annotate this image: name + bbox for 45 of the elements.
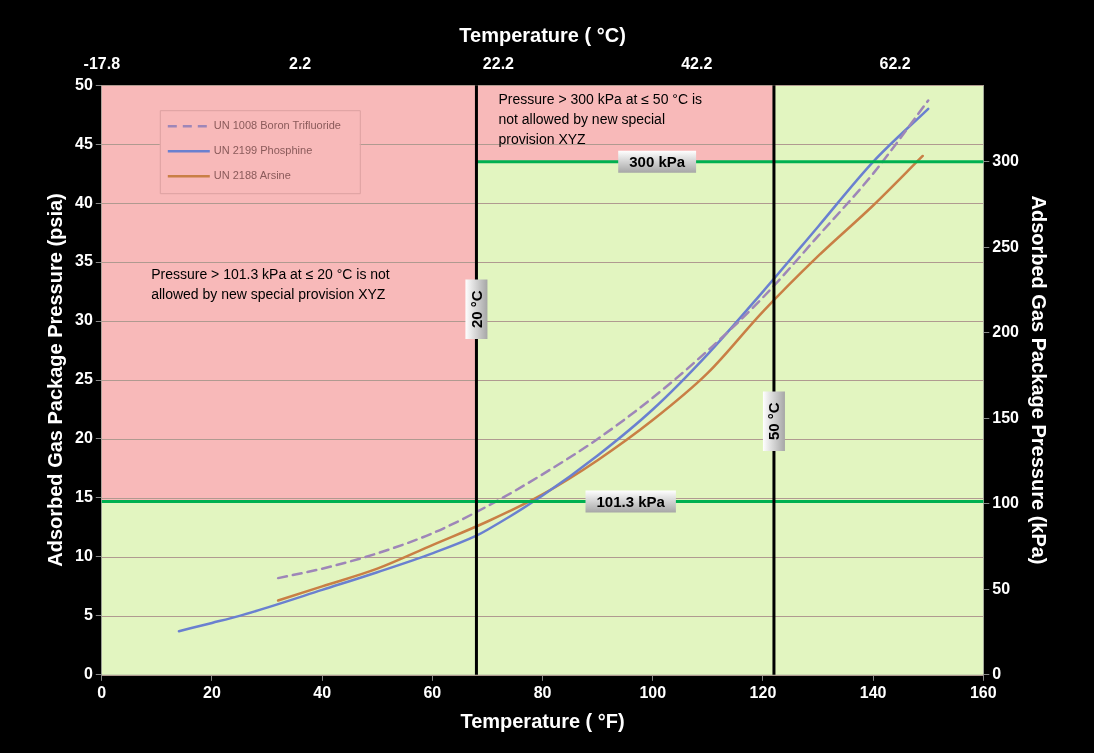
y-tick-label: 15 <box>75 488 93 506</box>
y-tick-label: 40 <box>75 193 93 211</box>
y2-tick-label: 100 <box>992 494 1020 512</box>
x-tick-label: 100 <box>639 683 667 701</box>
x-tick-label: 0 <box>97 683 107 701</box>
ref-line-label: 300 kPa <box>629 152 686 170</box>
ref-line-label: 101.3 kPa <box>596 492 666 510</box>
legend-label: UN 1008 Boron Trifluoride <box>213 119 341 132</box>
legend-label: UN 2188 Arsine <box>213 169 291 182</box>
legend-label: UN 2199 Phosphine <box>213 144 313 157</box>
ref-line-label: 20 °C <box>467 290 485 329</box>
x-axis-title: Temperature ( °F) <box>460 709 625 732</box>
annotation: Pressure > 300 kPa at ≤ 50 °C is not allowed by new special provision XYZ <box>498 91 703 148</box>
y2-tick-label: 0 <box>992 665 1002 683</box>
x2-tick-label: 22.2 <box>482 55 515 73</box>
x2-tick-label: 62.2 <box>879 55 911 73</box>
y-tick-label: 25 <box>75 370 93 388</box>
y2-axis-title: Adsorbed Gas Package Pressure (kPa) <box>1028 195 1051 565</box>
x-tick-label: 140 <box>859 683 887 701</box>
x-tick-label: 160 <box>969 683 997 701</box>
x2-tick-label: 2.2 <box>288 55 312 73</box>
y2-tick-label: 150 <box>992 408 1020 426</box>
y2-tick-label: 300 <box>992 152 1020 170</box>
x-tick-label: 80 <box>533 683 552 701</box>
y-tick-label: 5 <box>83 606 93 624</box>
y-tick-label: 30 <box>75 311 93 329</box>
x-tick-label: 120 <box>749 683 777 701</box>
y-tick-label: 45 <box>75 134 93 152</box>
x2-axis-title: Temperature ( °C) <box>459 23 626 46</box>
x-tick-label: 60 <box>423 683 442 701</box>
x-tick-label: 20 <box>203 683 221 701</box>
y-tick-label: 20 <box>75 429 93 447</box>
y2-tick-label: 200 <box>992 323 1020 341</box>
x-tick-label: 40 <box>313 683 332 701</box>
y-tick-label: 35 <box>75 252 93 270</box>
y-tick-label: 10 <box>75 547 93 565</box>
y2-tick-label: 250 <box>992 237 1020 255</box>
x2-tick-label: 42.2 <box>681 55 713 73</box>
y-tick-label: 50 <box>75 75 93 93</box>
y-axis-title: Adsorbed Gas Package Pressure (psia) <box>43 193 66 567</box>
x2-tick-label: -17.8 <box>83 55 121 73</box>
ref-line-label: 50 °C <box>765 402 783 441</box>
annotation: Pressure > 101.3 kPa at ≤ 20 °C is not allowed by new special provision XYZ <box>151 265 390 302</box>
y2-tick-label: 50 <box>992 579 1011 597</box>
y-tick-label: 0 <box>83 665 93 683</box>
